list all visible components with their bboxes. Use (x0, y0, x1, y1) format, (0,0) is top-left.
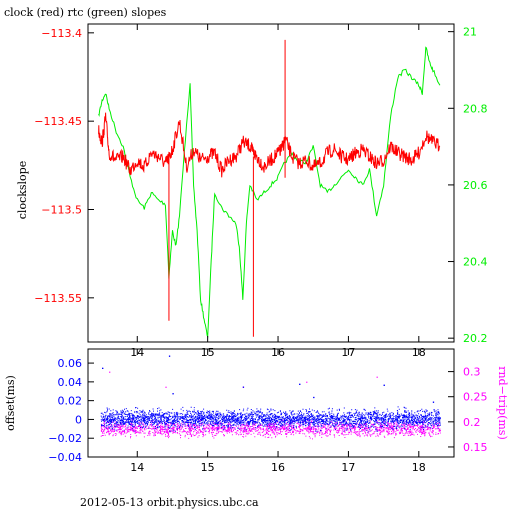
bottom-x-tick-label: 14 (130, 461, 144, 474)
bottom-plot-frame (87, 348, 455, 458)
bottom-y2-axis-label: rnd−trip(ms) (496, 366, 509, 440)
bottom-y-tick-label: 0.06 (58, 357, 83, 370)
top-y-axis-label: clockslope (16, 161, 29, 219)
rtc-series-line (98, 46, 441, 339)
bottom-y2-tick-label: 0.2 (463, 416, 481, 429)
top-plot-frame (87, 23, 455, 343)
offset-scatter-overlay-outlier (432, 401, 435, 403)
bottom-panel: 14 15 16 17 18 0.06 0.04 0.02 0 −0.02 −0.04 0.3 0.25… (4, 348, 509, 474)
top-series-group (98, 39, 441, 339)
top-y2-tick-label: 20.4 (463, 256, 488, 269)
top-y-tick-label: −113.5 (41, 204, 82, 217)
bottom-y-tick-label: 0.02 (58, 395, 83, 408)
bottom-y-tick-label: 0.04 (58, 376, 83, 389)
offset-scatter-overlay-outlier (102, 367, 104, 369)
offset-scatter-overlay-outlier (313, 396, 315, 399)
footer-text: 2012-05-13 orbit.physics.ubc.ca (80, 496, 259, 509)
bottom-axes-group: 14 15 16 17 18 0.06 0.04 0.02 0 −0.02 −0.04 0.3 0.25… (48, 349, 488, 474)
top-axes-group: 14 15 16 17 18−113.4−113.45−113.5−113.5520.2… (34, 24, 488, 359)
bottom-y-tick-label: −0.04 (48, 451, 82, 464)
bottom-x-tick-label: 16 (271, 461, 285, 474)
bottom-y-tick-label: −0.02 (48, 432, 82, 445)
bottom-y2-tick-label: 0.15 (463, 441, 488, 454)
offset-scatter-overlay-outlier (299, 383, 301, 385)
top-y2-tick-label: 20.6 (463, 179, 488, 192)
offset-scatter-overlay-outlier (383, 384, 385, 386)
bottom-y-axis-label: offset(ms) (4, 375, 17, 431)
top-y2-tick-label: 20.2 (463, 332, 488, 345)
rnd-trip-scatter-outlier (376, 376, 378, 378)
offset-scatter-overlay-outlier (172, 393, 174, 395)
bottom-series-group (100, 355, 441, 440)
rnd-trip-scatter-outlier (165, 386, 167, 388)
top-y2-tick-label: 20.8 (463, 102, 488, 115)
bottom-x-tick-label: 18 (412, 461, 426, 474)
clock-series-line (98, 112, 441, 178)
top-y-tick-label: −113.4 (41, 27, 82, 40)
rnd-trip-scatter-outlier (109, 371, 111, 373)
bottom-y2-tick-label: 0.25 (463, 391, 488, 404)
offset-scatter-overlay (100, 406, 441, 433)
bottom-x-tick-label: 17 (341, 461, 355, 474)
top-y-tick-label: −113.45 (34, 115, 82, 128)
rnd-trip-scatter-outlier (306, 381, 308, 383)
offset-scatter-overlay-outlier (242, 386, 245, 388)
top-y2-tick-label: 21 (463, 26, 477, 39)
top-panel: 14 15 16 17 18−113.4−113.45−113.5−113.5520.2… (16, 23, 488, 359)
offset-scatter-overlay-outlier (168, 355, 171, 357)
chart-title: clock (red) rtc (green) slopes (4, 6, 167, 19)
bottom-x-tick-label: 15 (201, 461, 215, 474)
top-y-tick-label: −113.55 (34, 292, 82, 305)
bottom-y-tick-label: 0 (75, 413, 82, 426)
bottom-y2-tick-label: 0.3 (463, 366, 481, 379)
